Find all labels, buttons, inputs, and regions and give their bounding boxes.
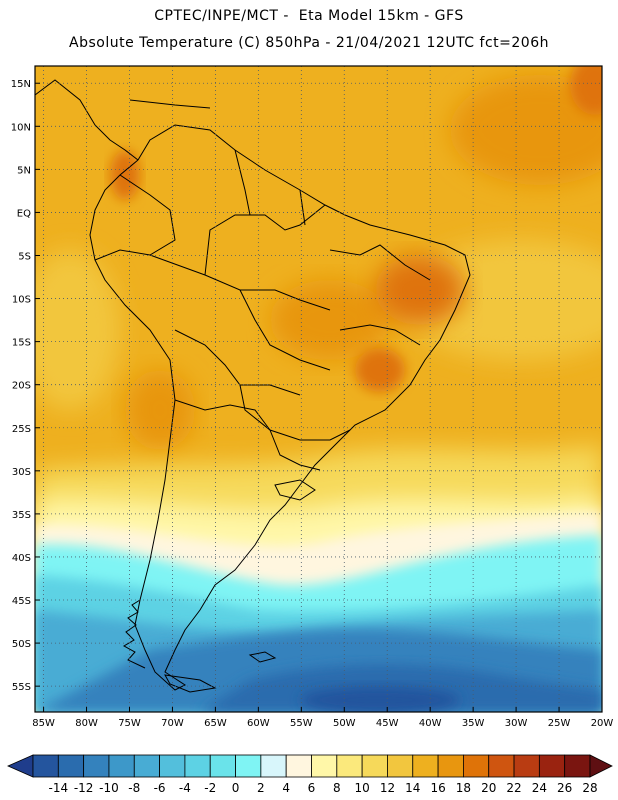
colorbar-box xyxy=(463,754,490,778)
colorbar-box xyxy=(564,754,591,778)
colorbar-box xyxy=(209,754,236,778)
colorbar-box xyxy=(184,754,211,778)
colorbar-label: 6 xyxy=(308,781,316,795)
colorbar-box xyxy=(235,754,262,778)
colorbar-label: 24 xyxy=(532,781,547,795)
colorbar-box xyxy=(285,754,312,778)
colorbar-box xyxy=(57,754,85,778)
colorbar-box xyxy=(108,754,135,778)
lat-tick-label: 45S xyxy=(12,596,31,607)
colorbar-label: -8 xyxy=(128,781,140,795)
colorbar-label: -10 xyxy=(99,781,119,795)
colorbar-label: 12 xyxy=(380,781,395,795)
lon-tick-label: 50W xyxy=(333,718,356,729)
colorbar-box xyxy=(133,754,160,778)
colorbar-min-arrow xyxy=(7,754,34,778)
colorbar-box xyxy=(260,754,287,778)
temperature-field xyxy=(35,66,602,712)
lat-tick-label: 40S xyxy=(12,553,31,564)
colorbar-box xyxy=(488,754,515,778)
lon-tick-label: 60W xyxy=(247,718,270,729)
coastlines xyxy=(35,79,471,693)
lat-tick-label: 10N xyxy=(11,122,31,133)
colorbar-box xyxy=(83,754,110,778)
lat-tick-label: 15S xyxy=(12,338,31,349)
colorbar-max-arrow xyxy=(589,754,613,778)
lat-tick-label: EQ xyxy=(17,208,31,219)
colorbar-box xyxy=(32,754,59,778)
map-title-model: CPTEC/INPE/MCT - Eta Model 15km - GFS xyxy=(154,8,464,24)
colorbar-label: 4 xyxy=(282,781,290,795)
map-frame xyxy=(34,65,603,713)
colorbar-box xyxy=(513,754,540,778)
lon-tick-label: 45W xyxy=(376,718,399,729)
lat-tick-label: 5S xyxy=(18,251,31,262)
colorbar-label: 16 xyxy=(430,781,445,795)
lat-tick-label: 30S xyxy=(12,467,31,478)
colorbar-box xyxy=(538,754,566,778)
lat-tick-label: 20S xyxy=(12,381,31,392)
colorbar-label: 8 xyxy=(333,781,341,795)
colorbar-label: 26 xyxy=(557,781,572,795)
lon-tick-label: 20W xyxy=(591,718,614,729)
colorbar-label: -14 xyxy=(49,781,69,795)
colorbar-label: 0 xyxy=(232,781,240,795)
lon-tick-label: 70W xyxy=(161,718,184,729)
colorbar-label: 20 xyxy=(481,781,496,795)
lon-tick-label: 40W xyxy=(419,718,442,729)
colorbar-box xyxy=(361,754,388,778)
lat-tick-label: 10S xyxy=(12,295,31,306)
longitude-axis: 85W 80W 75W 70W 65W 60W 55W 50W 45W 40W 35W 30W 25W 2… xyxy=(32,707,613,729)
lat-tick-label: 55S xyxy=(12,682,31,693)
map-title-variable: Absolute Temperature (C) 850hPa - 21/04/… xyxy=(69,35,549,51)
colorbar-label: -6 xyxy=(154,781,166,795)
lat-tick-label: 25S xyxy=(12,424,31,435)
lon-tick-label: 65W xyxy=(204,718,227,729)
lon-tick-label: 80W xyxy=(75,718,98,729)
lon-tick-label: 30W xyxy=(505,718,528,729)
colorbar-box xyxy=(336,754,363,778)
colorbar-label: -4 xyxy=(179,781,191,795)
lon-tick-label: 25W xyxy=(548,718,571,729)
colorbar-label: 14 xyxy=(405,781,420,795)
colorbar-label: 2 xyxy=(257,781,265,795)
lat-tick-label: 50S xyxy=(12,639,31,650)
colorbar-label: 10 xyxy=(354,781,369,795)
colorbar-label: 18 xyxy=(456,781,471,795)
colorbar-box xyxy=(311,754,338,778)
lon-tick-label: 55W xyxy=(290,718,313,729)
lat-lon-grid xyxy=(35,66,602,712)
colorbar-box xyxy=(387,754,414,778)
lon-tick-label: 75W xyxy=(118,718,141,729)
colorbar-label: 28 xyxy=(582,781,597,795)
colorbar-label: -2 xyxy=(204,781,216,795)
lat-tick-label: 5N xyxy=(17,165,31,176)
colorbar-label: 22 xyxy=(506,781,521,795)
colorbar-box xyxy=(159,754,186,778)
colorbar-label: -12 xyxy=(74,781,94,795)
lat-tick-label: 15N xyxy=(11,79,31,90)
lon-tick-label: 35W xyxy=(462,718,485,729)
lon-tick-label: 85W xyxy=(32,718,55,729)
lat-tick-label: 35S xyxy=(12,510,31,521)
temperature-colorbar: -14 -12 -10 -8 -6 -4 -2 0 2 4 6 8 10 12 14 16 18 20 22 24 26… xyxy=(7,754,613,795)
colorbar-box xyxy=(412,754,439,778)
colorbar-box xyxy=(437,754,464,778)
latitude-axis: 15N 10N 5N EQ 5S 10S 15S 20S 25S 30S 35S 40S 45S 50S 5… xyxy=(11,79,40,693)
